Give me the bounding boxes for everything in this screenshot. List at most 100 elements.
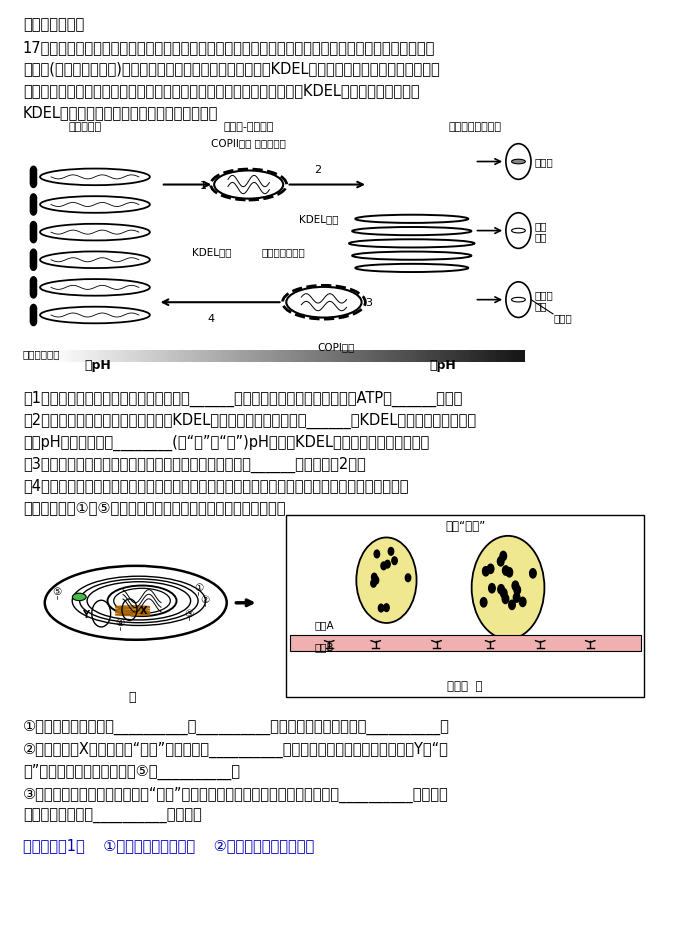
Bar bbox=[193, 350, 196, 363]
Bar bbox=[353, 350, 355, 363]
Bar bbox=[219, 350, 222, 363]
Bar bbox=[487, 350, 489, 363]
Bar bbox=[55, 350, 57, 363]
Bar bbox=[157, 350, 160, 363]
Bar bbox=[386, 350, 389, 363]
Text: ②图甲中囊泡X由内质网经“出芽”形成，到达__________，并与之融合成为其一部分，囊泡Y内“货: ②图甲中囊泡X由内质网经“出芽”形成，到达__________，并与之融合成为其… bbox=[23, 741, 449, 757]
Bar bbox=[367, 350, 369, 363]
Bar bbox=[239, 350, 241, 363]
Bar bbox=[343, 350, 346, 363]
Circle shape bbox=[30, 314, 36, 323]
Text: 细胞膜: 细胞膜 bbox=[554, 312, 572, 323]
Circle shape bbox=[384, 605, 389, 612]
Text: Y: Y bbox=[81, 609, 89, 619]
Circle shape bbox=[472, 536, 544, 640]
Bar bbox=[315, 350, 317, 363]
Circle shape bbox=[30, 198, 36, 207]
Bar bbox=[434, 350, 437, 363]
Circle shape bbox=[392, 557, 397, 565]
Bar bbox=[260, 350, 262, 363]
Circle shape bbox=[498, 585, 504, 594]
Bar bbox=[380, 350, 382, 363]
Circle shape bbox=[30, 284, 36, 292]
Bar bbox=[306, 350, 308, 363]
Bar bbox=[400, 350, 403, 363]
Bar bbox=[69, 350, 72, 363]
Bar bbox=[96, 350, 98, 363]
Bar bbox=[91, 350, 93, 363]
Circle shape bbox=[30, 277, 36, 287]
Bar bbox=[437, 350, 439, 363]
Bar bbox=[472, 350, 474, 363]
Text: KDEL受体: KDEL受体 bbox=[299, 213, 339, 224]
Bar bbox=[396, 350, 398, 363]
Circle shape bbox=[30, 204, 36, 213]
Circle shape bbox=[30, 317, 36, 327]
Text: COPI膜泡: COPI膜泡 bbox=[318, 342, 355, 351]
Bar bbox=[281, 350, 284, 363]
Bar bbox=[403, 350, 406, 363]
Text: 蛋白B: 蛋白B bbox=[315, 642, 334, 651]
Bar bbox=[484, 350, 487, 363]
Bar bbox=[377, 350, 380, 363]
Text: 蛋白A: 蛋白A bbox=[315, 620, 334, 629]
Circle shape bbox=[481, 598, 487, 607]
Circle shape bbox=[356, 538, 417, 624]
Circle shape bbox=[381, 563, 386, 570]
Bar bbox=[369, 350, 372, 363]
Bar bbox=[286, 515, 644, 697]
Circle shape bbox=[514, 585, 520, 595]
Bar bbox=[479, 350, 482, 363]
Circle shape bbox=[371, 580, 376, 587]
Bar bbox=[205, 350, 208, 363]
Bar bbox=[241, 350, 244, 363]
Circle shape bbox=[520, 598, 526, 607]
Bar bbox=[298, 350, 301, 363]
Ellipse shape bbox=[511, 229, 526, 233]
Bar bbox=[289, 350, 291, 363]
Text: 糙面内质网: 糙面内质网 bbox=[69, 122, 102, 131]
Circle shape bbox=[388, 548, 394, 556]
Circle shape bbox=[30, 289, 36, 299]
Bar bbox=[229, 350, 232, 363]
Circle shape bbox=[512, 582, 519, 591]
Text: ⑤: ⑤ bbox=[52, 586, 62, 596]
Bar bbox=[408, 350, 411, 363]
Bar bbox=[83, 350, 86, 363]
Bar bbox=[474, 350, 477, 363]
Bar bbox=[108, 350, 110, 363]
Text: （3）据图分析，附着在内质网上的核糖体合成的蛋白质有______。（至少厙2个）: （3）据图分析，附着在内质网上的核糖体合成的蛋白质有______。（至少厙2个） bbox=[23, 456, 365, 472]
Text: 膜蛋白: 膜蛋白 bbox=[534, 157, 553, 168]
Bar bbox=[172, 350, 174, 363]
Text: 和力pH高低的影响，________(填“高”或“低”)pH能促进KDEL序列与受体蛋白的结合。: 和力pH高低的影响，________(填“高”或“低”)pH能促进KDEL序列与… bbox=[23, 434, 429, 450]
Bar bbox=[208, 350, 210, 363]
Bar bbox=[129, 350, 131, 363]
Bar bbox=[103, 350, 105, 363]
Text: X: X bbox=[139, 605, 147, 615]
Bar bbox=[439, 350, 441, 363]
Bar bbox=[57, 350, 60, 363]
Bar bbox=[510, 350, 513, 363]
Text: 2: 2 bbox=[314, 165, 321, 175]
Bar bbox=[422, 350, 425, 363]
Circle shape bbox=[502, 595, 509, 604]
Text: KDEL序列将他们回收到内质网。请据图回答：: KDEL序列将他们回收到内质网。请据图回答： bbox=[23, 105, 218, 120]
Bar bbox=[143, 350, 145, 363]
Bar bbox=[246, 350, 248, 363]
Circle shape bbox=[489, 584, 495, 593]
Bar bbox=[372, 350, 374, 363]
Bar bbox=[72, 350, 74, 363]
Circle shape bbox=[30, 195, 36, 204]
Bar bbox=[150, 350, 153, 363]
Bar bbox=[317, 350, 320, 363]
Bar bbox=[213, 350, 215, 363]
Circle shape bbox=[30, 231, 36, 241]
Bar bbox=[518, 350, 520, 363]
Bar bbox=[122, 350, 125, 363]
Bar bbox=[286, 350, 289, 363]
Ellipse shape bbox=[511, 298, 526, 303]
Bar bbox=[303, 350, 306, 363]
Circle shape bbox=[30, 256, 36, 265]
Bar bbox=[267, 350, 270, 363]
Bar bbox=[453, 350, 456, 363]
